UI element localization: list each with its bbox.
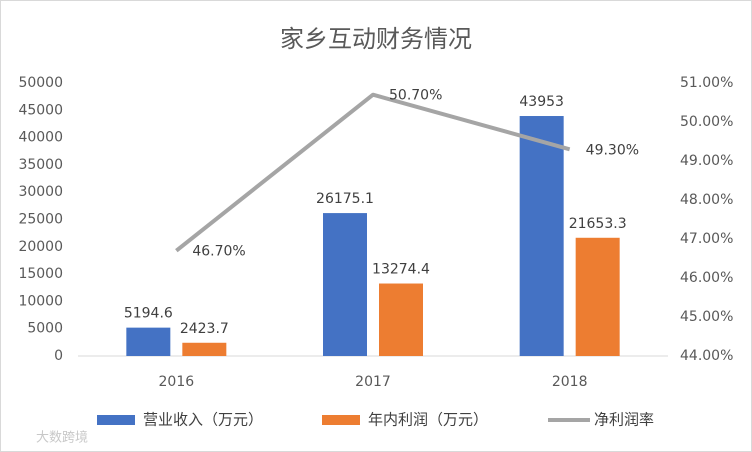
bar <box>126 327 171 356</box>
y-tick-label: 25000 <box>18 212 63 228</box>
legend-label: 年内利润（万元） <box>368 411 488 429</box>
y2-tick-label: 49.00% <box>680 153 733 169</box>
data-label: 2423.7 <box>180 321 229 337</box>
y-tick-label: 5000 <box>27 321 63 337</box>
y-tick-label: 35000 <box>18 157 63 173</box>
line <box>175 92 571 253</box>
y-tick-label: 0 <box>54 348 63 364</box>
data-label: 26175.1 <box>316 191 374 207</box>
bar <box>323 213 367 356</box>
x-tick-label: 2018 <box>552 374 588 390</box>
y-tick-label: 15000 <box>18 266 63 282</box>
chart-title: 家乡互动财务情况 <box>280 25 472 53</box>
y-tick-label: 10000 <box>18 293 63 309</box>
y-tick-label: 20000 <box>18 239 63 255</box>
y2-tick-label: 50.00% <box>680 114 733 130</box>
y-tick-label: 50000 <box>18 75 63 91</box>
data-label: 21653.3 <box>569 216 627 232</box>
legend-swatch <box>322 415 360 425</box>
x-tick-label: 2017 <box>355 374 391 390</box>
x-tick-label: 2016 <box>159 374 195 390</box>
y2-tick-label: 46.00% <box>680 270 733 286</box>
data-label: 5194.6 <box>124 306 173 322</box>
bar <box>519 116 564 356</box>
data-label: 43953 <box>519 94 564 110</box>
y2-tick-label: 51.00% <box>680 75 733 91</box>
bar <box>379 283 423 356</box>
y-tick-label: 30000 <box>18 184 63 200</box>
data-label: 50.70% <box>389 88 442 104</box>
y2-tick-label: 48.00% <box>680 192 733 208</box>
data-label: 46.70% <box>192 244 245 260</box>
watermark: 大数跨境 <box>36 431 88 446</box>
legend-swatch <box>97 415 135 425</box>
y2-tick-label: 47.00% <box>680 231 733 247</box>
data-label: 13274.4 <box>372 262 430 278</box>
legend-label: 净利润率 <box>594 411 654 429</box>
y2-tick-label: 44.00% <box>680 348 733 364</box>
legend-label: 营业收入（万元） <box>143 411 263 429</box>
bar <box>182 342 227 356</box>
y2-tick-label: 45.00% <box>680 309 733 325</box>
y-tick-label: 45000 <box>18 102 63 118</box>
y-tick-label: 40000 <box>18 130 63 146</box>
data-label: 49.30% <box>586 142 639 158</box>
bar <box>575 237 620 356</box>
